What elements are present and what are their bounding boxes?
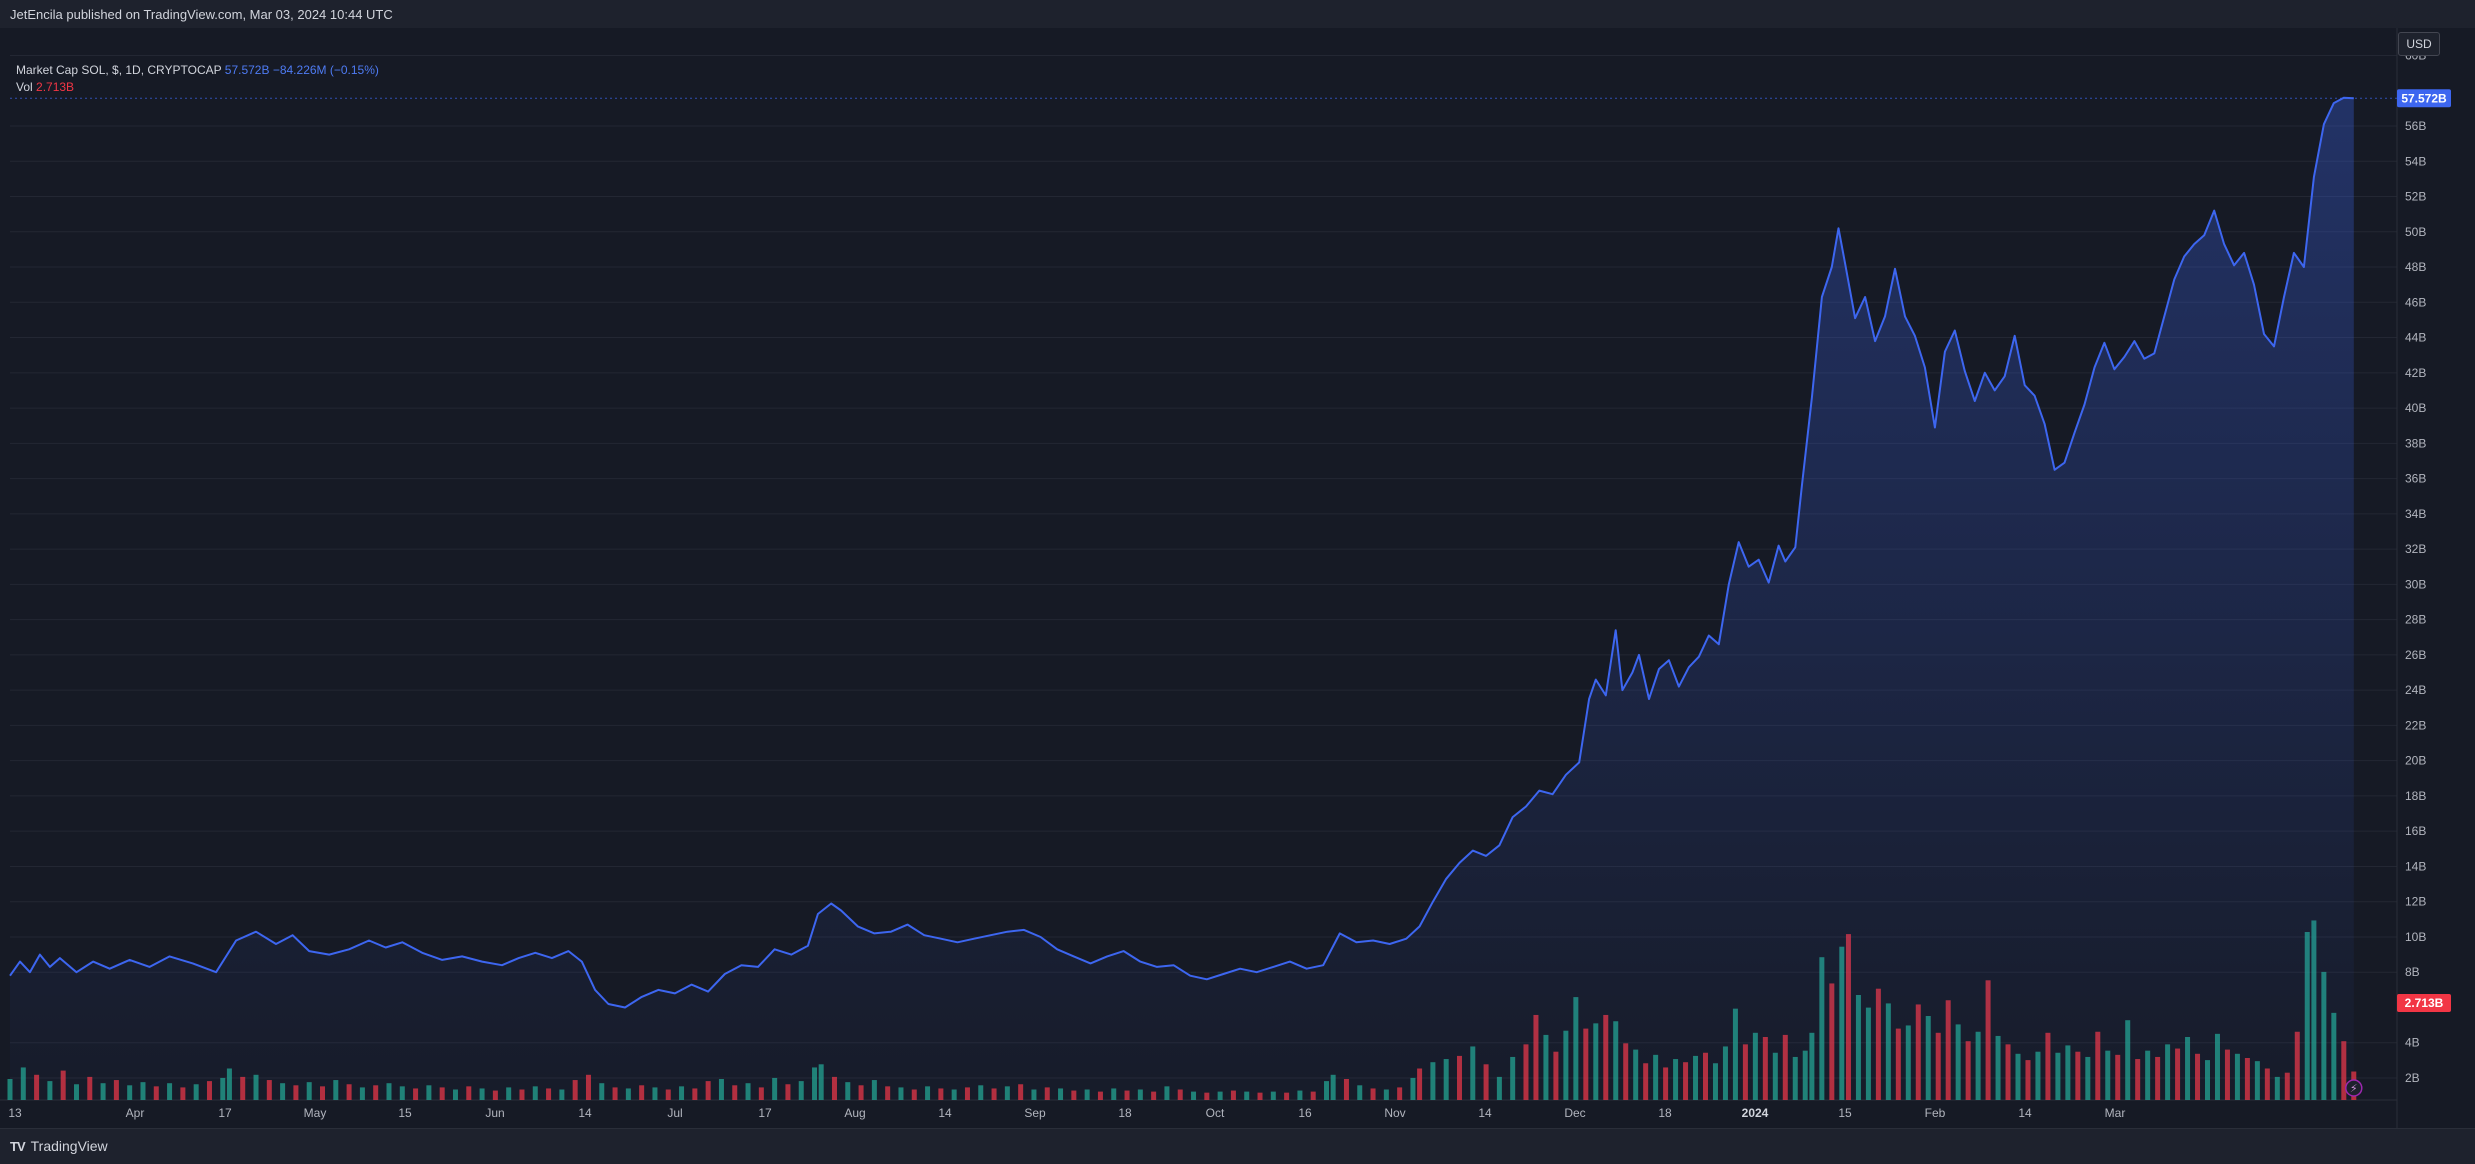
price-tick-label: 2B bbox=[2405, 1071, 2420, 1085]
time-tick-label: Sep bbox=[1024, 1106, 1046, 1120]
price-line bbox=[9, 96, 2354, 1009]
price-axis[interactable]: 2B 4B 8B 10B 12B 14B 16B 18B 20B 22B 24B 26B 28B 30B 3… bbox=[2405, 48, 2426, 1085]
last-volume-badge bbox=[2397, 994, 2451, 1012]
volume-value: 2.713B bbox=[36, 80, 75, 94]
series-title: Market Cap SOL, $, 1D, CRYPTOCAP bbox=[16, 63, 222, 77]
publish-info: JetEncila published on TradingView.com, … bbox=[10, 7, 393, 22]
price-tick-label: 44B bbox=[2405, 331, 2426, 345]
volume-label: Vol bbox=[16, 80, 33, 94]
price-chart[interactable]: 2B 4B 8B 10B 12B 14B 16B 18B 20B 22B 24B 26B 28B 30B 3… bbox=[0, 28, 2475, 1128]
time-tick-label: Feb bbox=[1925, 1106, 1946, 1120]
price-tick-label: 34B bbox=[2405, 507, 2426, 521]
last-price-badge bbox=[2397, 89, 2451, 108]
time-tick-label: 14 bbox=[578, 1106, 592, 1120]
time-tick-label: Oct bbox=[1206, 1106, 1225, 1120]
price-area bbox=[9, 96, 2397, 1101]
price-tick-label: 26B bbox=[2405, 648, 2426, 662]
time-tick-label: 14 bbox=[938, 1106, 952, 1120]
time-tick-label: Dec bbox=[1564, 1106, 1585, 1120]
series-legend-row[interactable]: Market Cap SOL, $, 1D, CRYPTOCAP 57.572B… bbox=[16, 62, 379, 79]
time-tick-label: Aug bbox=[844, 1106, 865, 1120]
price-tick-label: 56B bbox=[2405, 119, 2426, 133]
time-tick-label: 14 bbox=[1478, 1106, 1492, 1120]
volume-legend-row[interactable]: Vol 2.713B bbox=[16, 79, 379, 96]
price-tick-label: 24B bbox=[2405, 683, 2426, 697]
time-tick-label: May bbox=[304, 1106, 327, 1120]
price-tick-label: 32B bbox=[2405, 542, 2426, 556]
chart-legend: Market Cap SOL, $, 1D, CRYPTOCAP 57.572B… bbox=[16, 62, 379, 96]
price-tick-label: 54B bbox=[2405, 154, 2426, 168]
price-tick-label: 28B bbox=[2405, 613, 2426, 627]
price-tick-label: 4B bbox=[2405, 1036, 2420, 1050]
price-tick-label: 30B bbox=[2405, 577, 2426, 591]
price-tick-label: 50B bbox=[2405, 225, 2426, 239]
time-tick-label: 17 bbox=[758, 1106, 772, 1120]
price-tick-label: 16B bbox=[2405, 824, 2426, 838]
lightning-icon bbox=[2345, 1079, 2363, 1097]
price-tick-label: 42B bbox=[2405, 366, 2426, 380]
bottom-bar: TV TradingView bbox=[0, 1128, 2475, 1164]
time-tick-label: 15 bbox=[1838, 1106, 1852, 1120]
price-tick-label: 22B bbox=[2405, 718, 2426, 732]
last-value-markers: 57.572B 2.713B ⚡ bbox=[2345, 89, 2451, 1097]
time-tick-label: Mar bbox=[2105, 1106, 2126, 1120]
time-tick-label: 2024 bbox=[1742, 1106, 1769, 1120]
time-tick-label: Apr bbox=[126, 1106, 145, 1120]
price-tick-label: 12B bbox=[2405, 895, 2426, 909]
time-tick-label: 17 bbox=[218, 1106, 232, 1120]
series-last-value: 57.572B bbox=[224, 63, 270, 77]
tradingview-brand: TradingView bbox=[30, 1138, 108, 1154]
time-tick-label: Jul bbox=[667, 1106, 682, 1120]
time-tick-label: 14 bbox=[2018, 1106, 2032, 1120]
time-tick-label: 16 bbox=[1298, 1106, 1312, 1120]
price-tick-label: 8B bbox=[2405, 965, 2420, 979]
time-tick-label: 15 bbox=[398, 1106, 412, 1120]
time-tick-label: 13 bbox=[8, 1106, 22, 1120]
price-tick-label: 40B bbox=[2405, 401, 2426, 415]
currency-button[interactable]: USD bbox=[2398, 32, 2440, 56]
tradingview-logo[interactable]: TV TradingView bbox=[10, 1138, 108, 1154]
price-tick-label: 36B bbox=[2405, 472, 2426, 486]
time-axis[interactable]: 13 Apr 17 May 15 Jun 14 Jul 17 Aug 14 Sep 18 Oct 16 Nov… bbox=[8, 1106, 2125, 1120]
price-area-fill bbox=[10, 97, 2354, 1101]
price-tick-label: 46B bbox=[2405, 295, 2426, 309]
price-tick-label: 38B bbox=[2405, 436, 2426, 450]
time-tick-label: 18 bbox=[1118, 1106, 1132, 1120]
price-tick-label: 20B bbox=[2405, 754, 2426, 768]
price-tick-label: 14B bbox=[2405, 859, 2426, 873]
top-bar: JetEncila published on TradingView.com, … bbox=[0, 0, 2475, 29]
time-tick-label: 18 bbox=[1658, 1106, 1672, 1120]
price-tick-label: 10B bbox=[2405, 930, 2426, 944]
time-tick-label: Jun bbox=[485, 1106, 504, 1120]
series-change: −84.226M (−0.15%) bbox=[272, 63, 379, 77]
price-tick-label: 52B bbox=[2405, 190, 2426, 204]
price-tick-label: 48B bbox=[2405, 260, 2426, 274]
tradingview-logo-icon: TV bbox=[10, 1138, 26, 1154]
lightning-icon-glyph: ⚡ bbox=[2350, 1082, 2358, 1095]
chart-area[interactable]: 2B 4B 8B 10B 12B 14B 16B 18B 20B 22B 24B 26B 28B 30B 3… bbox=[0, 28, 2475, 1128]
last-volume-badge-label: 2.713B bbox=[2405, 996, 2444, 1010]
time-tick-label: Nov bbox=[1384, 1106, 1405, 1120]
last-price-badge-label: 57.572B bbox=[2401, 91, 2447, 105]
price-tick-label: 18B bbox=[2405, 789, 2426, 803]
